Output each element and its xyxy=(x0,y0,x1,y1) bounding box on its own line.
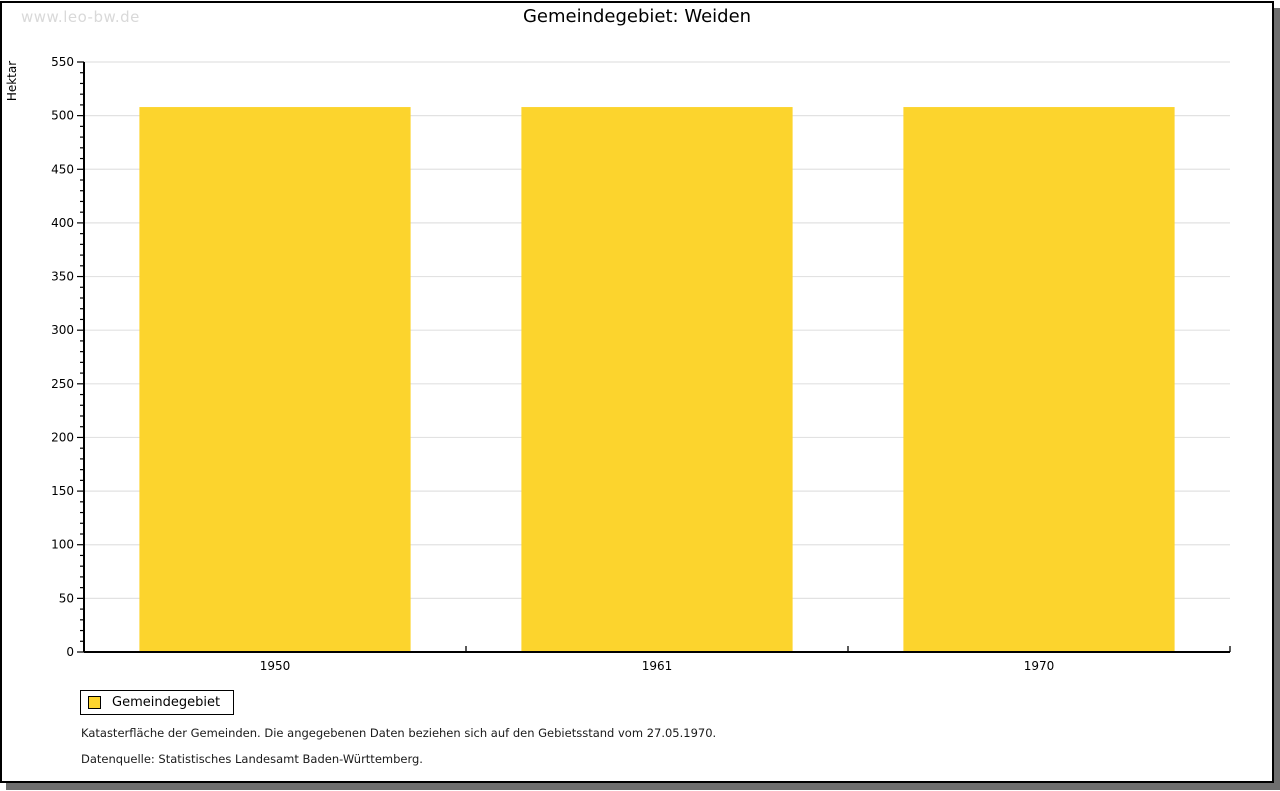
y-tick-label: 450 xyxy=(51,162,74,176)
y-tick-label: 500 xyxy=(51,109,74,123)
y-tick-label: 200 xyxy=(51,430,74,444)
watermark: www.leo-bw.de xyxy=(21,8,140,26)
chart-title: Gemeindegebiet: Weiden xyxy=(522,6,752,27)
bar xyxy=(903,107,1175,652)
legend-swatch xyxy=(88,696,101,709)
bar xyxy=(139,107,411,652)
y-tick-label: 50 xyxy=(59,591,74,605)
bar-chart: 0 50 100 150 200 250 300 350 400 450 500 550 1950 196… xyxy=(5,55,1231,673)
y-tick-label: 100 xyxy=(51,538,74,552)
y-tick-label: 350 xyxy=(51,270,74,284)
y-tick-label: 400 xyxy=(51,216,74,230)
legend-label: Gemeindegebiet xyxy=(112,695,221,710)
y-tick-label: 250 xyxy=(51,377,74,391)
legend: Gemeindegebiet xyxy=(80,690,235,715)
bar xyxy=(521,107,793,652)
y-tick-label: 300 xyxy=(51,323,74,337)
x-tick-label: 1970 xyxy=(1024,659,1055,673)
footnote-source: Datenquelle: Statistisches Landesamt Bad… xyxy=(81,752,423,766)
y-tick-label: 150 xyxy=(51,484,74,498)
y-axis-title: Hektar xyxy=(5,61,19,101)
x-tick-label: 1950 xyxy=(260,659,291,673)
x-tick-label: 1961 xyxy=(642,659,673,673)
footnote-description: Katasterfläche der Gemeinden. Die angege… xyxy=(81,726,717,740)
y-tick-label: 0 xyxy=(66,645,74,659)
y-tick-label: 550 xyxy=(51,55,74,69)
